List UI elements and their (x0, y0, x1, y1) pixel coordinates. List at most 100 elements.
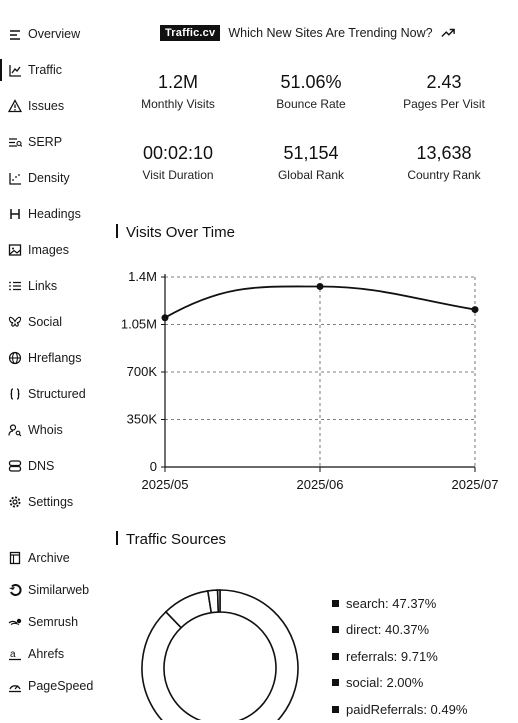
legend-label: social: 2.00% (346, 675, 424, 691)
sidebar-item-label: Issues (28, 99, 65, 113)
stat-value: 51,154 (283, 143, 339, 163)
ahrefs-icon: a (6, 647, 24, 661)
stat-label: Monthly Visits (141, 97, 215, 111)
sidebar-item-label: Structured (28, 387, 86, 401)
traffic-sources-title: Traffic Sources (116, 531, 226, 548)
stat-label: Global Rank (277, 168, 345, 182)
stat-bounce-rate: 51.06% Bounce Rate (246, 72, 376, 111)
sidebar-item-label: PageSpeed (28, 679, 94, 693)
sidebar-item-settings[interactable]: Settings (6, 495, 73, 509)
sidebar-item-label: Traffic (28, 63, 63, 77)
sidebar-item-images[interactable]: Images (6, 243, 69, 257)
legend-swatch (332, 679, 339, 687)
sidebar-item-hreflangs[interactable]: Hreflangs (6, 351, 82, 365)
sidebar-item-serp[interactable]: SERP (6, 135, 62, 149)
density-chart-icon (6, 171, 24, 185)
stat-country-rank: 13,638 Country Rank (379, 143, 509, 182)
donut-slice-direct[interactable] (141, 610, 233, 720)
legend-item-paidReferrals[interactable]: paidReferrals: 0.49% (332, 696, 467, 723)
image-icon (6, 243, 24, 257)
bluesky-icon (6, 315, 24, 329)
sidebar-item-social[interactable]: Social (6, 315, 62, 329)
stat-monthly-visits: 1.2M Monthly Visits (113, 72, 243, 111)
sidebar-item-pagespeed[interactable]: PageSpeed (6, 679, 93, 693)
traffic-chart-icon (6, 63, 24, 77)
sidebar-item-similarweb[interactable]: Similarweb (6, 583, 89, 597)
data-point (316, 283, 324, 290)
x-tick-label: 2025/06 (297, 477, 344, 492)
braces-icon (6, 387, 24, 401)
sidebar: Overview Traffic Issues SERP Density Headings… (0, 0, 112, 720)
sidebar-item-label: Images (28, 243, 69, 257)
sidebar-item-overview[interactable]: Overview (6, 27, 80, 41)
stat-label: Visit Duration (142, 168, 214, 182)
sidebar-item-label: DNS (28, 459, 55, 473)
stat-pages-per-visit: 2.43 Pages Per Visit (379, 72, 509, 111)
sidebar-item-label: Whois (28, 423, 63, 437)
stat-value: 1.2M (157, 72, 199, 92)
stat-visit-duration: 00:02:10 Visit Duration (113, 143, 243, 182)
sidebar-item-semrush[interactable]: Semrush (6, 615, 78, 629)
sidebar-item-traffic[interactable]: Traffic (0, 59, 63, 81)
stat-label: Pages Per Visit (403, 97, 485, 111)
y-tick-label: 0 (150, 459, 157, 474)
sidebar-item-label: Archive (28, 551, 70, 565)
stat-value: 2.43 (426, 72, 462, 92)
sidebar-item-issues[interactable]: Issues (6, 99, 64, 113)
svg-text:a: a (10, 649, 16, 660)
person-search-icon (6, 423, 24, 437)
semrush-icon (6, 615, 24, 629)
data-point (471, 306, 479, 314)
stat-label: Country Rank (407, 168, 481, 182)
legend-item-referrals[interactable]: referrals: 9.71% (332, 643, 467, 670)
donut-slice-paidReferrals[interactable] (216, 589, 221, 613)
traffic-sources-legend: search: 47.37% direct: 40.37% referrals: 9… (332, 590, 467, 723)
sidebar-item-label: Links (28, 279, 58, 293)
x-tick-label: 2025/05 (142, 477, 189, 492)
data-point (161, 314, 169, 322)
sidebar-item-label: Semrush (28, 615, 79, 629)
sidebar-item-links[interactable]: Links (6, 279, 57, 293)
stat-value: 51.06% (280, 72, 342, 92)
sidebar-item-label: Ahrefs (28, 647, 65, 661)
overview-icon (6, 27, 24, 41)
trending-banner[interactable]: Traffic.cv Which New Sites Are Trending … (160, 25, 455, 41)
stat-global-rank: 51,154 Global Rank (246, 143, 376, 182)
sidebar-item-archive[interactable]: Archive (6, 551, 70, 565)
sidebar-item-structured[interactable]: Structured (6, 387, 86, 401)
sidebar-item-whois[interactable]: Whois (6, 423, 63, 437)
sidebar-item-label: Similarweb (28, 583, 90, 597)
brand-logo: Traffic.cv (160, 25, 221, 41)
y-tick-label: 1.05M (121, 317, 157, 332)
legend-label: paidReferrals: 0.49% (346, 701, 468, 717)
legend-label: referrals: 9.71% (346, 648, 438, 664)
pagespeed-icon (6, 679, 24, 693)
sidebar-item-label: Overview (28, 27, 81, 41)
sidebar-item-headings[interactable]: Headings (6, 207, 81, 221)
server-icon (6, 459, 24, 473)
sidebar-item-density[interactable]: Density (6, 171, 70, 185)
sidebar-item-label: Density (28, 171, 70, 185)
legend-item-direct[interactable]: direct: 40.37% (332, 617, 467, 644)
legend-swatch (332, 652, 339, 660)
sidebar-item-ahrefs[interactable]: a Ahrefs (6, 647, 64, 661)
visits-over-time-title: Visits Over Time (116, 224, 235, 241)
stat-label: Bounce Rate (276, 97, 346, 111)
legend-item-social[interactable]: social: 2.00% (332, 670, 467, 697)
trending-up-icon (440, 28, 455, 37)
links-list-icon (6, 279, 24, 293)
sidebar-item-label: Settings (28, 495, 74, 509)
warning-icon (6, 99, 24, 113)
legend-swatch (332, 626, 339, 634)
similarweb-icon (6, 583, 24, 597)
legend-label: search: 47.37% (346, 595, 437, 611)
y-tick-label: 350K (127, 412, 158, 427)
donut-slice-search[interactable] (219, 589, 299, 720)
heading-icon (6, 207, 24, 221)
x-tick-label: 2025/07 (452, 477, 499, 492)
sidebar-item-dns[interactable]: DNS (6, 459, 54, 473)
sidebar-item-label: Headings (28, 207, 81, 221)
serp-icon (6, 135, 24, 149)
stat-value: 13,638 (416, 143, 472, 163)
legend-item-search[interactable]: search: 47.37% (332, 590, 467, 617)
